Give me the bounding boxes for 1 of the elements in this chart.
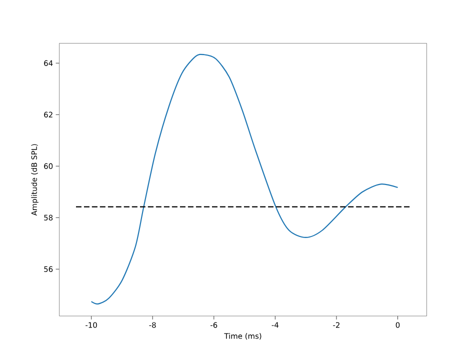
line-series xyxy=(90,54,398,304)
